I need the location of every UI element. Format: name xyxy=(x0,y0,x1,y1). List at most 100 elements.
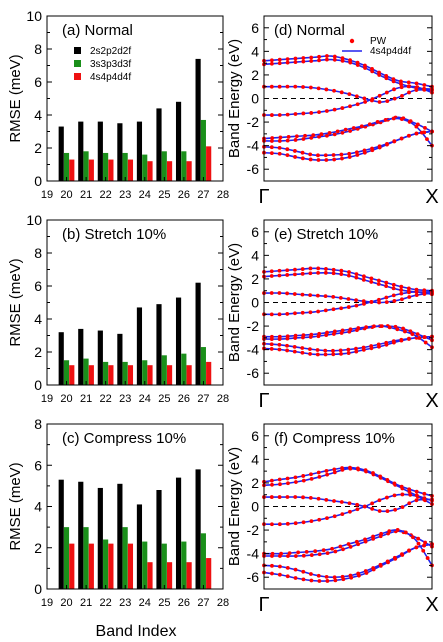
bar-2s2p2d2f-22 xyxy=(97,121,103,181)
x-tick-label: 25 xyxy=(158,393,170,405)
pw-point xyxy=(301,59,306,64)
bar-4s4p4d4f-25 xyxy=(166,161,173,181)
bar-3s3p3d3f-24 xyxy=(142,541,148,589)
pw-point xyxy=(363,537,367,542)
pw-point xyxy=(277,495,282,499)
pw-point xyxy=(400,505,405,510)
pw-point xyxy=(339,90,344,95)
pw-point xyxy=(425,137,429,142)
pw-point xyxy=(348,129,352,133)
pw-point xyxy=(269,291,274,295)
y-tick-label: -4 xyxy=(247,138,260,154)
bar-4s4p4d4f-25 xyxy=(166,562,173,589)
bar-3s3p3d3f-20 xyxy=(63,152,70,181)
pw-point xyxy=(269,342,274,347)
pw-point xyxy=(399,82,403,86)
bar-2s2p2d2f-25 xyxy=(156,304,162,385)
pw-point xyxy=(395,327,400,332)
pw-point xyxy=(363,569,368,573)
pw-point xyxy=(377,297,381,302)
pw-point xyxy=(277,572,282,577)
legend-label-PW: PW xyxy=(370,36,387,47)
pw-point xyxy=(422,543,427,548)
pw-point xyxy=(370,67,374,71)
pw-point xyxy=(401,326,405,331)
pw-point xyxy=(377,93,382,98)
pw-point xyxy=(293,272,297,277)
pw-point xyxy=(378,562,383,567)
pw-point xyxy=(391,282,396,287)
y-tick-label: 8 xyxy=(34,41,42,57)
pw-point xyxy=(330,546,335,551)
x-tick-label: 23 xyxy=(119,189,131,201)
pw-point xyxy=(308,293,313,298)
y-tick-label: 2 xyxy=(251,475,259,491)
pw-point xyxy=(332,54,337,59)
pw-point xyxy=(293,567,298,572)
pw-point xyxy=(277,334,282,339)
bar-2s2p2d2f-24 xyxy=(136,504,143,589)
pw-point xyxy=(285,476,290,481)
pw-point xyxy=(371,566,376,570)
bar-4s4p4d4f-27 xyxy=(206,558,212,589)
pw-point xyxy=(422,86,427,91)
band-line-1 xyxy=(263,543,433,579)
pw-point xyxy=(377,100,382,104)
pw-point xyxy=(346,542,351,546)
pw-point xyxy=(340,58,345,63)
pw-point xyxy=(285,268,290,273)
pw-point xyxy=(270,136,275,140)
pw-point xyxy=(331,267,336,272)
pw-point xyxy=(269,312,274,317)
pw-point xyxy=(403,329,407,334)
pw-point xyxy=(316,271,321,275)
pw-point xyxy=(340,156,344,161)
band-line-4 xyxy=(263,291,433,316)
bar-4s4p4d4f-26 xyxy=(186,365,192,385)
bar-4s4p4d4f-23 xyxy=(127,365,134,385)
pw-point xyxy=(270,334,274,339)
pw-point xyxy=(361,277,366,282)
pw-point xyxy=(301,333,306,338)
pw-point xyxy=(406,84,411,89)
x-tick-label: 28 xyxy=(217,393,229,405)
bar-3s3p3d3f-25 xyxy=(161,151,167,181)
bar-2s2p2d2f-26 xyxy=(175,297,182,385)
pw-point xyxy=(319,132,324,137)
pw-point xyxy=(407,501,412,506)
pw-point xyxy=(406,80,411,85)
bar-2s2p2d2f-25 xyxy=(156,490,162,589)
pw-point xyxy=(339,272,344,277)
bar-4s4p4d4f-21 xyxy=(88,159,94,181)
pw-point xyxy=(339,306,344,311)
pw-point xyxy=(287,551,292,555)
x-tick-label: 24 xyxy=(139,597,151,609)
bar-2s2p2d2f-23 xyxy=(117,333,123,385)
bar-2s2p2d2f-27 xyxy=(195,58,201,181)
pw-point xyxy=(324,133,329,138)
pw-point xyxy=(300,310,305,315)
x-tick-label: 26 xyxy=(178,597,190,609)
pw-point xyxy=(425,556,430,560)
pw-point xyxy=(317,134,321,139)
bar-4s4p4d4f-25 xyxy=(166,365,173,385)
pw-point xyxy=(300,156,305,161)
y-tick-label: 6 xyxy=(251,224,259,240)
pw-point xyxy=(315,293,320,298)
pw-point xyxy=(309,578,314,583)
pw-point xyxy=(293,495,298,499)
pw-point xyxy=(277,291,282,295)
pw-point xyxy=(348,573,353,578)
pw-point xyxy=(269,151,274,156)
y-tick-label: 6 xyxy=(34,457,42,473)
pw-point xyxy=(346,297,351,301)
bar-2s2p2d2f-24 xyxy=(136,307,143,385)
pw-point xyxy=(293,576,298,580)
pw-point xyxy=(422,496,427,500)
bar-3s3p3d3f-21 xyxy=(83,358,89,385)
pw-point xyxy=(377,300,381,305)
legend-swatch-3s3p3d3f xyxy=(74,60,81,67)
pw-point xyxy=(340,130,345,135)
pw-point xyxy=(348,465,352,470)
